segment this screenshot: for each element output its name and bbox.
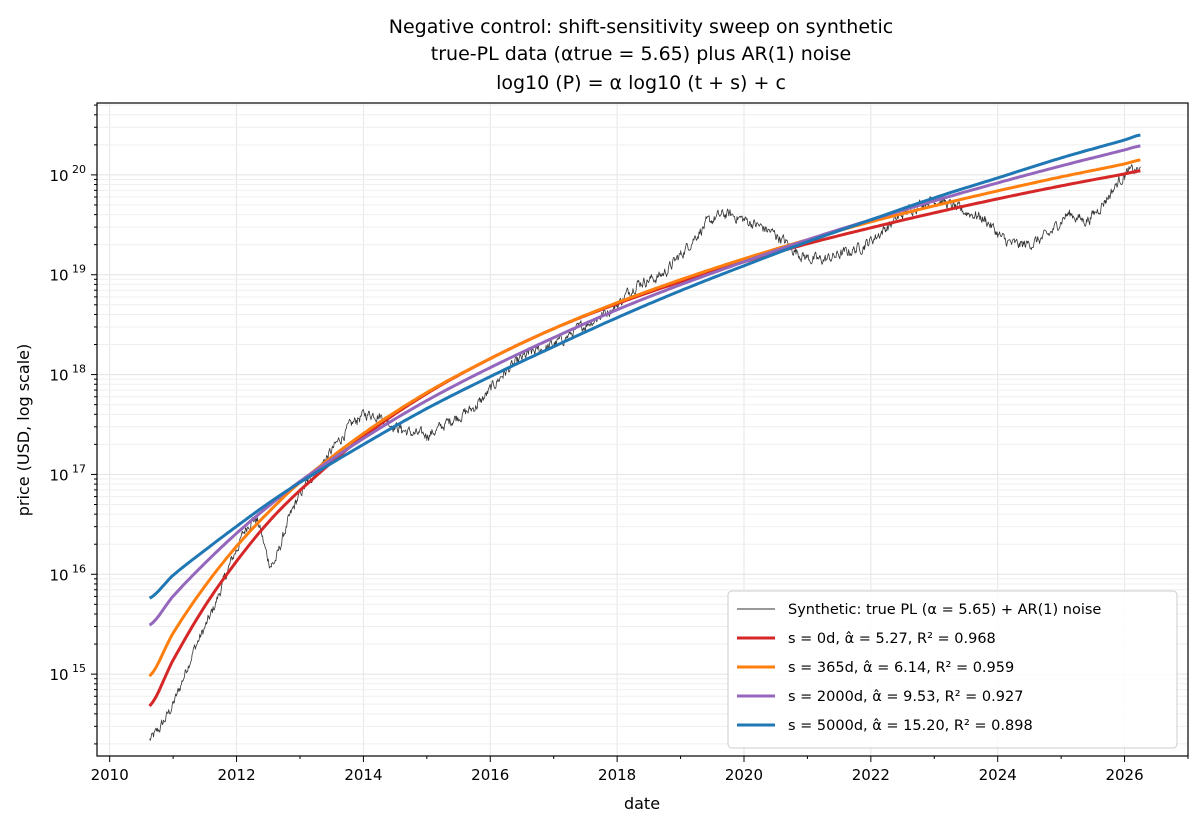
- plot-series: [148, 133, 1141, 741]
- x-tick-label: 2010: [91, 766, 129, 784]
- x-tick-label: 2020: [725, 766, 763, 784]
- chart-title-line-1: Negative control: shift-sensitivity swee…: [389, 16, 893, 38]
- x-tick-label: 2014: [344, 766, 382, 784]
- x-tick-label: 2016: [471, 766, 509, 784]
- y-tick-label: 10: [49, 367, 68, 385]
- y-tick-label: 10: [49, 466, 68, 484]
- x-tick-label: 2022: [852, 766, 890, 784]
- y-tick-label: 10: [49, 566, 68, 584]
- plot-frame: [96, 102, 1189, 757]
- legend-box: [727, 590, 1178, 749]
- y-tick-exponent: 17: [72, 462, 86, 475]
- y-tick-label: 10: [49, 167, 68, 185]
- y-tick-label: 10: [49, 267, 68, 285]
- chart-title-line-3: log10 (P) = α log10 (t + s) + c: [496, 72, 786, 94]
- legend-label: s = 5000d, α̂ = 15.20, R² = 0.898: [788, 718, 1033, 734]
- y-tick-exponent: 16: [72, 562, 86, 575]
- y-axis-label: price (USD, log scale): [14, 344, 33, 516]
- series-line-fit-4: [148, 133, 1141, 600]
- chart-title-line-2: true-PL data (αtrue = 5.65) plus AR(1) n…: [431, 43, 851, 65]
- x-tick-label: 2026: [1105, 766, 1143, 784]
- legend-label: Synthetic: true PL (α = 5.65) + AR(1) no…: [788, 602, 1101, 618]
- legend-label: s = 2000d, α̂ = 9.53, R² = 0.927: [788, 689, 1023, 705]
- x-axis-label: date: [624, 794, 660, 813]
- x-tick-label: 2024: [979, 766, 1017, 784]
- y-tick-exponent: 15: [72, 662, 86, 675]
- y-tick-exponent: 20: [72, 163, 86, 176]
- y-tick-label: 10: [49, 666, 68, 684]
- legend: Synthetic: true PL (α = 5.65) + AR(1) no…: [727, 590, 1178, 749]
- series-line-fit-3: [148, 144, 1141, 627]
- legend-label: s = 365d, α̂ = 6.14, R² = 0.959: [788, 660, 1014, 676]
- y-tick-exponent: 18: [72, 363, 86, 376]
- x-tick-label: 2012: [217, 766, 255, 784]
- y-tick-exponent: 19: [72, 263, 86, 276]
- x-tick-label: 2018: [598, 766, 636, 784]
- legend-label: s = 0d, α̂ = 5.27, R² = 0.968: [788, 631, 996, 647]
